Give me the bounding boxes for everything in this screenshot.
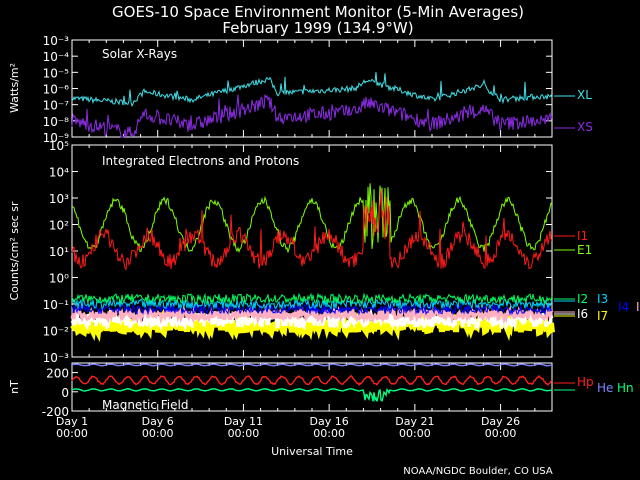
particle-y-tick-label: 10⁻² — [43, 325, 70, 339]
xray-series — [71, 72, 553, 138]
particle-y-tick-label: 10² — [49, 219, 69, 233]
xray-y-tick-label: 10⁻³ — [43, 34, 70, 48]
magnetic-panel-title: Magnetic Field — [102, 398, 188, 412]
xray-y-tick-label: 10⁻⁸ — [43, 115, 70, 129]
magnetic-tick-label: 0 — [61, 386, 69, 400]
series-i1-line — [71, 189, 553, 271]
legend-i3: I3 — [597, 292, 608, 306]
x-axis-label: Universal Time — [271, 445, 353, 458]
legend-xs: XS — [577, 120, 593, 134]
legend-hn: Hn — [617, 381, 634, 395]
series-hn-line — [71, 387, 553, 402]
magnetic-tick-label: -200 — [42, 405, 69, 419]
x-tick-label-day: Day 26 — [481, 415, 520, 428]
particle-series — [70, 183, 555, 343]
series-xs-line — [71, 94, 553, 138]
legend-i7: I7 — [597, 309, 608, 323]
chart-title-line2: February 1999 (134.9°W) — [222, 19, 413, 37]
particle-y-tick-label: 10⁻³ — [43, 351, 70, 365]
series-he-line — [71, 363, 553, 367]
xray-y-tick-label: 10⁻⁵ — [43, 66, 70, 80]
series-hp-line — [71, 374, 553, 387]
x-tick-label-day: Day 6 — [142, 415, 174, 428]
particle-y-ticks: 10⁵ 10⁴ 10³ 10² 10¹ 10⁰ 10⁻¹ 10⁻² 10⁻³ — [43, 139, 552, 365]
legend-hp: Hp — [577, 375, 594, 389]
legend-xl: XL — [577, 88, 592, 102]
legend-i1: I1 — [577, 229, 588, 243]
magnetic-y-ticks: 200 0 -200 — [42, 367, 78, 419]
magnetic-series — [71, 363, 553, 402]
chart-title-line1: GOES-10 Space Environment Monitor (5-Min… — [112, 3, 524, 21]
x-tick-label-day: Day 1 — [56, 415, 88, 428]
magnetic-y-axis-label: nT — [8, 380, 21, 394]
x-tick-label-time: 00:00 — [485, 427, 517, 440]
credit-text: NOAA/NGDC Boulder, CO USA — [403, 466, 553, 477]
x-tick-label-day: Day 11 — [224, 415, 263, 428]
xray-y-axis-label: Watts/m² — [8, 63, 21, 113]
particle-y-tick-label: 10⁵ — [49, 139, 69, 153]
x-tick-label-day: Day 21 — [395, 415, 434, 428]
xray-y-tick-label: 10⁻⁷ — [43, 99, 70, 113]
legend-i5: I5 — [636, 300, 640, 314]
series-e1-line — [71, 183, 553, 254]
legend-i4: I4 — [618, 300, 629, 314]
particle-y-tick-label: 10³ — [49, 192, 69, 206]
particle-y-tick-label: 10¹ — [49, 245, 69, 259]
particle-panel-title: Integrated Electrons and Protons — [102, 154, 299, 168]
series-xl-line — [71, 72, 553, 108]
xray-y-tick-label: 10⁻⁴ — [43, 50, 70, 64]
xray-y-tick-label: 10⁻⁶ — [43, 83, 70, 97]
x-tick-label-time: 00:00 — [56, 427, 88, 440]
x-tick-label-time: 00:00 — [313, 427, 345, 440]
particle-y-tick-label: 10⁻¹ — [43, 298, 70, 312]
series-i4-line — [71, 302, 553, 316]
xray-y-ticks: 10⁻³ 10⁻⁴ 10⁻⁵ 10⁻⁶ 10⁻⁷ 10⁻⁸ 10⁻⁹ — [43, 34, 552, 145]
xray-panel-title: Solar X-Rays — [102, 47, 177, 61]
series-i6-line — [70, 307, 554, 332]
series-i3-line — [71, 297, 553, 311]
legend-he: He — [597, 381, 613, 395]
magnetic-tick-label: 200 — [46, 367, 69, 381]
x-tick-label-day: Day 16 — [310, 415, 349, 428]
particle-y-axis-label: Counts/cm² sec sr — [8, 201, 21, 301]
legend-i6: I6 — [577, 307, 588, 321]
legend-i2: I2 — [577, 292, 588, 306]
legend-e1: E1 — [577, 243, 592, 257]
x-tick-label-time: 00:00 — [142, 427, 174, 440]
particle-y-tick-label: 10⁰ — [49, 272, 69, 286]
xray-y-tick-label: 10⁻⁹ — [43, 131, 70, 145]
x-tick-label-time: 00:00 — [228, 427, 260, 440]
particle-y-tick-label: 10⁴ — [49, 166, 69, 180]
x-tick-label-time: 00:00 — [399, 427, 431, 440]
series-i2-line — [71, 292, 553, 305]
